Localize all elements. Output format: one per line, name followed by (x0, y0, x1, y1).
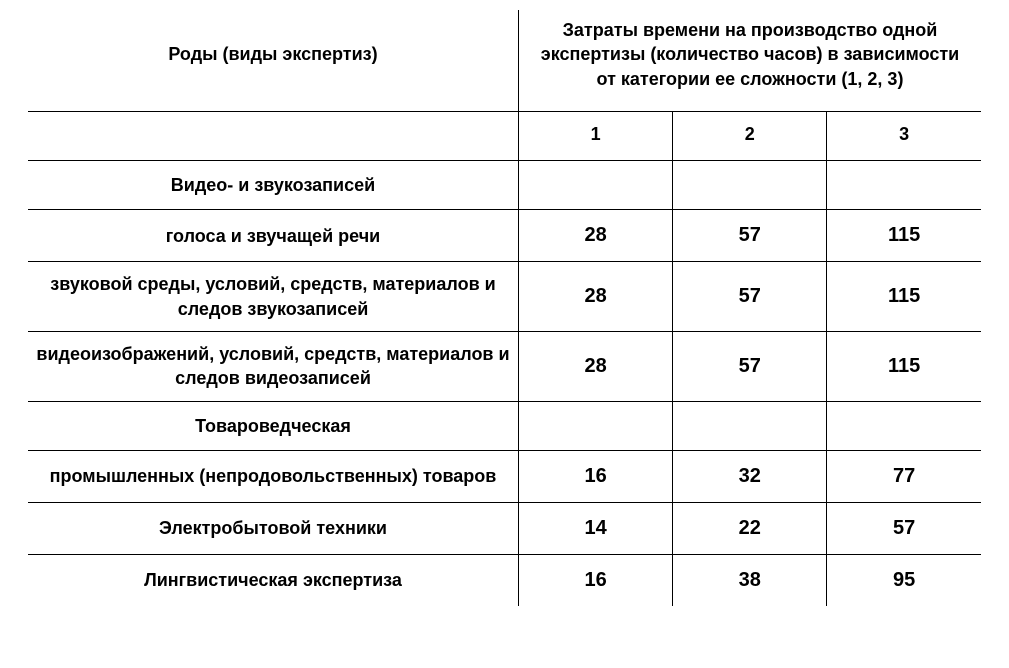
row-c1: 16 (519, 450, 673, 502)
table-row: Лингвистическая экспертиза 16 38 95 (28, 554, 981, 606)
row-c1: 28 (519, 210, 673, 262)
row-c1 (519, 161, 673, 210)
table-row: звуковой среды, условий, средств, матери… (28, 262, 981, 332)
row-c3: 95 (827, 554, 981, 606)
row-c1: 14 (519, 502, 673, 554)
row-c3 (827, 401, 981, 450)
row-label: Товароведческая (28, 401, 519, 450)
row-label: Электробытовой техники (28, 502, 519, 554)
row-label: промышленных (непродовольственных) товар… (28, 450, 519, 502)
table-subheader-row: 1 2 3 (28, 111, 981, 160)
expertise-table: Роды (виды экспертиз) Затраты времени на… (28, 10, 981, 606)
table-header-row: Роды (виды экспертиз) Затраты времени на… (28, 10, 981, 111)
row-c1: 28 (519, 262, 673, 332)
row-c3: 57 (827, 502, 981, 554)
row-c2: 32 (673, 450, 827, 502)
row-c1: 16 (519, 554, 673, 606)
subheader-col-1: 1 (519, 111, 673, 160)
page: Роды (виды экспертиз) Затраты времени на… (0, 0, 1009, 668)
row-c2: 57 (673, 332, 827, 402)
row-c2 (673, 401, 827, 450)
row-c3: 77 (827, 450, 981, 502)
subheader-col-2: 2 (673, 111, 827, 160)
subheader-col-3: 3 (827, 111, 981, 160)
row-c3 (827, 161, 981, 210)
header-left: Роды (виды экспертиз) (28, 10, 519, 111)
table-row: видеоизображений, условий, средств, мате… (28, 332, 981, 402)
row-c2: 38 (673, 554, 827, 606)
row-c3: 115 (827, 262, 981, 332)
row-c2 (673, 161, 827, 210)
table-row: промышленных (непродовольственных) товар… (28, 450, 981, 502)
table-row: Товароведческая (28, 401, 981, 450)
row-c2: 57 (673, 262, 827, 332)
row-label: звуковой среды, условий, средств, матери… (28, 262, 519, 332)
row-label: голоса и звучащей речи (28, 210, 519, 262)
row-c1: 28 (519, 332, 673, 402)
row-c2: 57 (673, 210, 827, 262)
row-c3: 115 (827, 332, 981, 402)
table-row: голоса и звучащей речи 28 57 115 (28, 210, 981, 262)
row-c3: 115 (827, 210, 981, 262)
row-label: Видео- и звукозаписей (28, 161, 519, 210)
subheader-empty (28, 111, 519, 160)
row-c1 (519, 401, 673, 450)
row-c2: 22 (673, 502, 827, 554)
table-row: Электробытовой техники 14 22 57 (28, 502, 981, 554)
row-label: видеоизображений, условий, средств, мате… (28, 332, 519, 402)
row-label: Лингвистическая экспертиза (28, 554, 519, 606)
header-right: Затраты времени на производство одной эк… (519, 10, 982, 111)
table-row: Видео- и звукозаписей (28, 161, 981, 210)
